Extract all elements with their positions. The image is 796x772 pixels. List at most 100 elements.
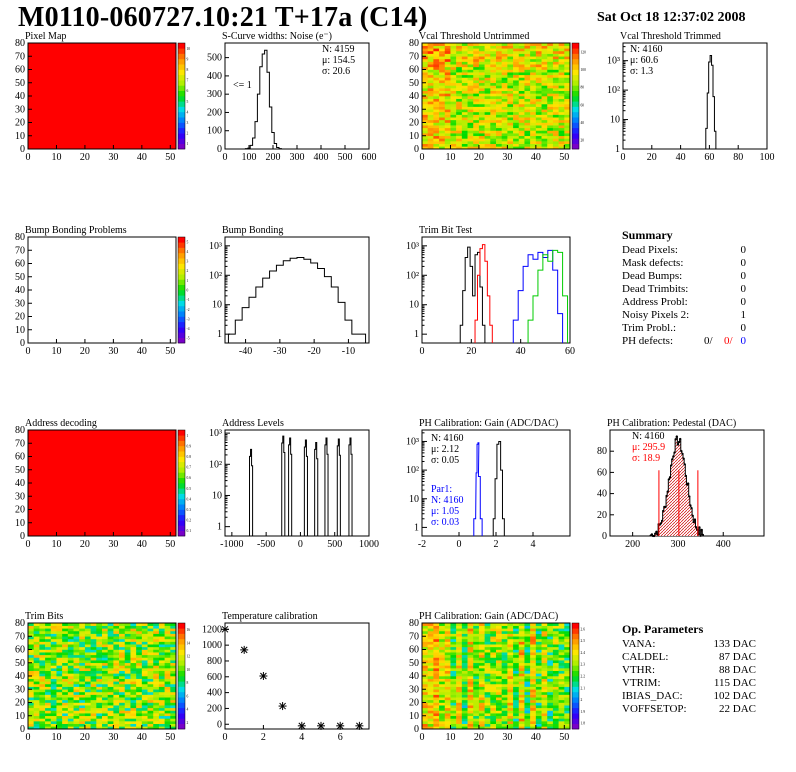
ph_gain_map-map-cell xyxy=(558,699,565,703)
ph_gain_map-map-cell xyxy=(507,713,514,717)
vcal_untrimmed-map-cell xyxy=(535,93,542,97)
ph_gain_map-map-cell xyxy=(496,646,502,650)
ph_gain_map-map-cell xyxy=(530,713,537,717)
trim_bits-map-cell xyxy=(84,628,91,632)
vcal_untrimmed-map-cell xyxy=(558,103,565,107)
trim_bits-map-cell xyxy=(28,707,34,711)
vcal_untrimmed-map-cell xyxy=(478,130,485,134)
trim_bits-map-cell xyxy=(62,694,69,698)
ph_gain_map-map-cell xyxy=(513,628,520,632)
ph_gain_map-map-cell xyxy=(524,686,531,690)
vcal_untrimmed-map-cell xyxy=(467,45,474,49)
vcal_untrimmed-map-cell xyxy=(473,85,480,89)
trim_bits-map-cell xyxy=(56,623,63,626)
vcal_untrimmed-map-cell xyxy=(530,101,537,105)
bump_problems-colorbar-segment xyxy=(178,284,185,291)
vcal_untrimmed-map-cell xyxy=(530,122,537,126)
ph_gain_map-map-cell xyxy=(541,697,548,701)
ph_gain_map-map-cell xyxy=(558,718,565,722)
trim_bits-map-cell xyxy=(158,686,165,690)
bump_problems-colorbar-label: 5 xyxy=(187,240,189,244)
trim_bits-map-cell xyxy=(84,633,91,637)
trim_bits-map-cell xyxy=(102,623,108,626)
address_decoding-colorbar-segment xyxy=(178,430,185,436)
vcal_untrimmed-colorbar-label: 60 xyxy=(581,103,585,107)
op-parameter-label: IBIAS_DAC: xyxy=(622,690,683,702)
trim_bits-map-cell xyxy=(39,697,46,701)
vcal_untrimmed-map-cell xyxy=(473,130,480,134)
scurve-xtick-label: 200 xyxy=(266,152,281,163)
ph_gain_map-map-cell xyxy=(535,644,542,648)
vcal_untrimmed-map-cell xyxy=(564,135,571,139)
trim_bits-map-cell xyxy=(107,678,114,682)
vcal_untrimmed-map-cell xyxy=(507,117,514,121)
ph_gain_map-map-cell xyxy=(541,678,548,682)
vcal_untrimmed-map-cell xyxy=(501,143,508,147)
ph_gain_map-map-cell xyxy=(518,673,525,677)
ph_gain_map-map-cell xyxy=(535,625,542,629)
trim_bits-map-cell xyxy=(164,660,171,664)
trim_bits-map-cell xyxy=(136,721,143,724)
ph_gain_map-map-cell xyxy=(467,705,474,709)
trim_bits-map-cell xyxy=(136,686,143,690)
vcal_untrimmed-ytick-label: 70 xyxy=(409,51,419,62)
ph_gain_map-map-cell xyxy=(501,649,508,653)
trim_bits-map-cell xyxy=(141,633,148,637)
trim_bits-map-cell xyxy=(102,726,108,730)
pixel_map-xtick-label: 40 xyxy=(137,152,147,163)
vcal_untrimmed-map-cell xyxy=(547,72,554,76)
vcal_untrimmed-map-cell xyxy=(473,138,480,142)
trim_bits-map-cell xyxy=(147,678,154,682)
ph_gain_map-map-cell xyxy=(490,649,497,653)
ph_gain_map-map-cell xyxy=(547,726,554,730)
trim_bits-map-cell xyxy=(90,625,97,629)
vcal_untrimmed-colorbar-segment xyxy=(572,80,579,86)
ph_gain_map-map-cell xyxy=(501,697,508,701)
ph_gain_map-map-cell xyxy=(518,628,525,632)
ph_gain_map-map-cell xyxy=(552,702,559,706)
vcal_untrimmed-map-cell xyxy=(484,141,491,144)
ph_gain_map-map-cell xyxy=(427,670,434,674)
address_decoding-map-fill xyxy=(28,430,176,536)
ph_gain_map-map-cell xyxy=(490,699,497,703)
ph_gain_map-map-cell xyxy=(558,726,565,730)
trim_bits-map-cell xyxy=(79,649,86,653)
vcal_untrimmed-map-cell xyxy=(513,43,520,46)
vcal_untrimmed-map-cell xyxy=(535,74,542,78)
ph_gain_map-map-cell xyxy=(422,713,428,717)
bump_problems-ytick-label: 70 xyxy=(15,245,25,256)
ph_gain_map-map-cell xyxy=(558,638,565,642)
trim_bits-map-cell xyxy=(90,702,97,706)
bump_problems-colorbar-segment xyxy=(178,258,185,264)
vcal_untrimmed-map-cell xyxy=(496,72,502,76)
trim_bits-map-cell xyxy=(130,681,137,685)
ph_gain_map-map-cell xyxy=(433,649,440,653)
bump_problems-xtick-label: 30 xyxy=(108,346,118,357)
trim_bits-map-cell xyxy=(153,676,160,679)
vcal_untrimmed-map-cell xyxy=(478,58,485,62)
scurve-xtick-label: 300 xyxy=(290,152,305,163)
trim_bits-map-cell xyxy=(107,652,114,656)
vcal_untrimmed-map-cell xyxy=(524,85,531,89)
trim_bits-map-cell xyxy=(50,625,57,629)
ph_gain_map-map-cell xyxy=(490,623,497,626)
vcal_untrimmed-map-cell xyxy=(524,90,531,94)
ph_gain_map-map-cell xyxy=(478,686,485,690)
trim_bits-map-cell xyxy=(84,721,91,724)
ph_gain_map-map-cell xyxy=(433,697,440,701)
ph_gain_map-map-cell xyxy=(484,697,491,701)
trim_bits-map-cell xyxy=(141,726,148,730)
ph_gain_map-map-cell xyxy=(461,654,468,658)
ph_gain_map-map-cell xyxy=(427,710,434,714)
ph_gain_map-map-cell xyxy=(507,660,514,664)
ph_gain_map-map-cell xyxy=(564,718,571,722)
trim_bits-map-cell xyxy=(170,676,177,679)
trim_bits-map-cell xyxy=(62,676,69,679)
trim_bits-map-cell xyxy=(107,628,114,632)
ph_pedestal-point xyxy=(654,532,657,535)
ph_gain_map-map-cell xyxy=(558,673,565,677)
trim_bits-map-cell xyxy=(96,697,103,701)
trim_bits-map-cell xyxy=(73,652,80,656)
vcal_untrimmed-map-cell xyxy=(507,43,514,46)
ph_gain_map-map-cell xyxy=(501,623,508,626)
